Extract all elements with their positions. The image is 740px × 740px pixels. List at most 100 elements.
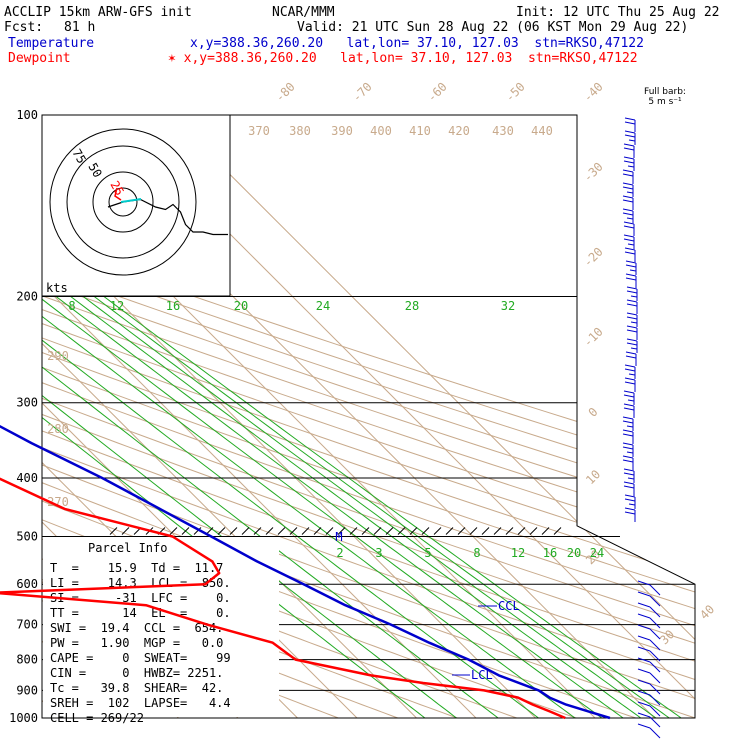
wind-barb-flag: [622, 446, 634, 450]
mixing-ratio-upper-label: 24: [316, 299, 330, 313]
wind-barb-flag: [624, 494, 636, 498]
wind-barb-flag: [637, 602, 651, 608]
mixing-ratio-upper-label: 32: [501, 299, 515, 313]
dry-adiabat-line: [42, 115, 695, 718]
wind-barb-flag: [624, 117, 636, 121]
hodograph-ring-label: 50: [85, 161, 104, 181]
wind-barb-staff: [649, 661, 661, 673]
parcel-title: Parcel Info: [88, 541, 167, 555]
hatch-mark: [421, 527, 430, 535]
hatch-mark: [289, 527, 298, 535]
parcel-row: Tc = 39.8 SHEAR= 42.: [50, 681, 223, 695]
dry-adiabat-line: [42, 115, 695, 718]
ccl-label: CCL: [498, 599, 520, 613]
wind-barb-flag: [623, 481, 635, 485]
wind-barb-flag: [625, 355, 637, 359]
mixing-ratio-line: [42, 115, 539, 718]
parcel-row: PW = 1.90 MGP = 0.0: [50, 636, 223, 650]
theta-side-label: 280: [47, 422, 69, 436]
header-model: ACCLIP 15km ARW-GFS init: [4, 5, 192, 20]
wind-barb-staff: [649, 694, 661, 706]
wind-barb-flag: [626, 191, 634, 194]
mixing-ratio-line: [42, 115, 670, 718]
mixing-ratio-label: 16: [543, 546, 557, 560]
wind-barb-flag: [625, 351, 637, 355]
isotherm-label: -40: [581, 80, 606, 105]
wind-barb-flag: [629, 269, 637, 272]
wind-barb-flag: [623, 485, 635, 489]
plot-border: [41, 114, 696, 719]
barb-legend-2: 5 m s⁻¹: [648, 97, 682, 107]
mixing-ratio-label: 24: [590, 546, 604, 560]
dry-adiabat-line: [42, 115, 695, 718]
dry-adiabat-line: [42, 115, 695, 718]
hatch-mark: [325, 527, 334, 535]
hatch-mark: [217, 527, 226, 535]
wind-barb-flag: [626, 329, 638, 333]
pressure-label: 900: [16, 683, 38, 697]
wind-barb-staff: [649, 672, 661, 684]
hatch-mark: [241, 527, 250, 535]
wind-barb-staff: [649, 705, 661, 717]
level-marker-m: M: [335, 530, 342, 544]
pressure-label: 300: [16, 396, 38, 410]
storm-motion-vector: [120, 198, 142, 203]
dry-adiabat-line: [42, 115, 695, 718]
wind-barb-flag: [637, 723, 651, 729]
wind-barb-flag: [637, 657, 651, 663]
mixing-ratio-line: [42, 115, 682, 718]
wind-barb-flag: [630, 347, 638, 350]
header-org: NCAR/MMM: [272, 5, 335, 20]
wind-barb-staff: [649, 606, 661, 618]
hodograph-ring-label: 75: [69, 147, 88, 167]
theta-label: 430: [492, 124, 514, 138]
wind-barb-flag: [627, 243, 635, 246]
wind-barb-flag: [626, 425, 634, 428]
wind-barb-flag: [627, 399, 635, 402]
isotherm-line: [42, 115, 536, 718]
mixing-ratio-line: [42, 115, 603, 718]
hatch-mark: [313, 527, 322, 535]
hatch-mark: [409, 527, 418, 535]
dry-adiabat-line: [42, 115, 695, 718]
wind-barb-flag: [625, 277, 637, 281]
wind-barb-flag: [624, 381, 636, 385]
mixing-ratio-line: [42, 115, 642, 718]
wind-barb-flag: [625, 260, 637, 264]
hatch-mark: [541, 527, 550, 535]
theta-label: 420: [448, 124, 470, 138]
mixing-ratio-label: 5: [424, 546, 431, 560]
hatch-mark: [109, 527, 118, 535]
isotherm-label: -70: [350, 80, 375, 105]
parcel-row: T = 15.9 Td = 11.7: [50, 561, 223, 575]
parcel-row: LI = 14.3 LCL = 850.: [50, 576, 231, 590]
hatch-mark: [181, 527, 190, 535]
dry-adiabat-line: [42, 115, 398, 718]
wind-barb-flag: [637, 679, 651, 685]
wind-barb-flag: [624, 247, 636, 251]
wind-barb-flag: [622, 455, 634, 459]
dewpoint-profile: [0, 477, 566, 720]
lcl-label: LCL: [471, 668, 493, 682]
wind-barb-flag: [622, 173, 634, 177]
legend-temperature-location: x,y=388.36,260.20 lat,lon= 37.10, 127.03…: [190, 36, 644, 51]
wind-barb-flag: [626, 342, 638, 346]
hatch-mark: [193, 527, 202, 535]
wind-barb-flag: [622, 433, 634, 437]
wind-barb-flag: [637, 635, 651, 641]
mixing-ratio-upper-label: 28: [405, 299, 419, 313]
wind-barb-staff: [649, 683, 661, 695]
theta-side-label: 290: [47, 349, 69, 363]
hatch-mark: [301, 527, 310, 535]
wind-barb-flag: [623, 147, 635, 151]
hatch-mark: [349, 527, 358, 535]
wind-barb-flag: [622, 429, 634, 433]
wind-barb-flag: [622, 212, 634, 216]
wind-barb-flag: [637, 580, 651, 586]
mixing-ratio-line: [42, 115, 576, 718]
parcel-row: TT = 14 EL = 0.: [50, 606, 231, 620]
wind-barb-flag: [623, 234, 635, 238]
hatch-mark: [373, 527, 382, 535]
wind-barb-flag: [630, 321, 638, 324]
legend-dewpoint-label: Dewpoint: [8, 51, 71, 66]
